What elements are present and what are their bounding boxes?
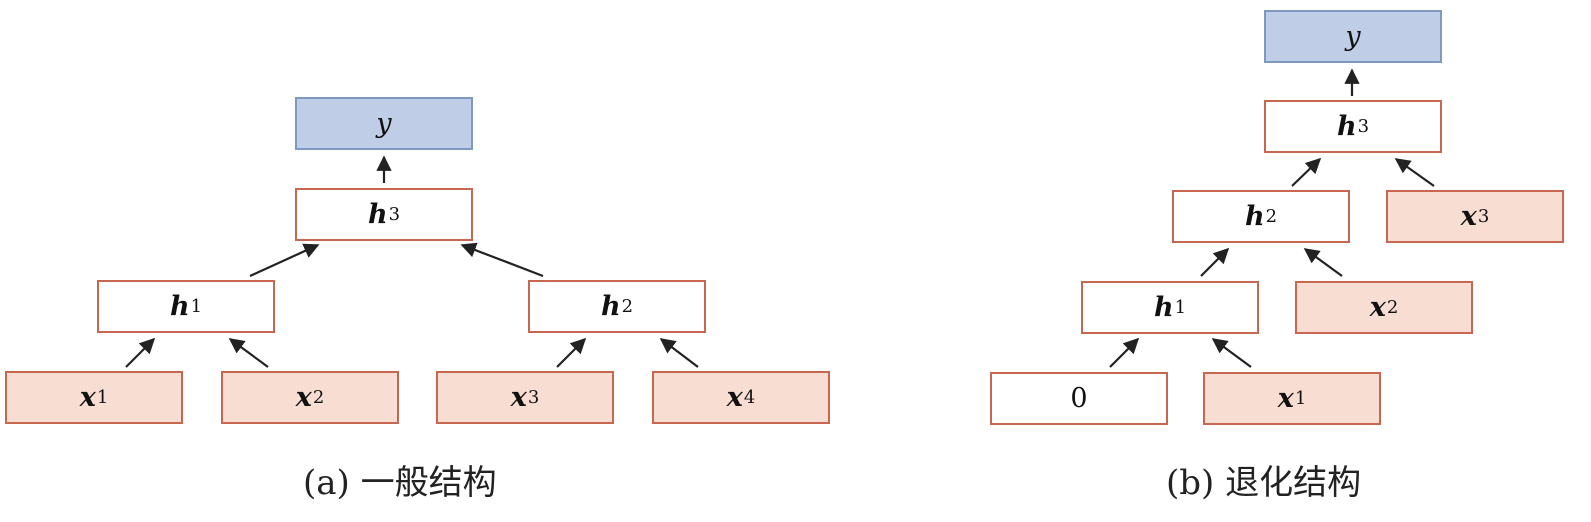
edge-x1-h1	[1211, 338, 1252, 368]
edge-x3-h3	[1394, 158, 1435, 187]
node-x1-subscript: 1	[96, 387, 109, 408]
node-zero-symbol: 0	[1070, 383, 1088, 414]
node-x3-symbol: x	[510, 382, 527, 413]
node-h1-symbol: h	[1153, 292, 1174, 323]
edge-h2-h3	[460, 242, 544, 278]
edge-h1-h2	[1200, 247, 1230, 277]
edge-x3-h2	[556, 337, 587, 368]
edge-x2-h2	[1303, 248, 1343, 277]
node-y-symbol: y	[376, 108, 392, 139]
edge-x2-h1	[228, 338, 269, 368]
node-h2-subscript: 2	[1265, 206, 1278, 227]
node-x2-subscript: 2	[312, 387, 325, 408]
node-x2-symbol: x	[1369, 292, 1386, 323]
node-y: y	[1264, 10, 1442, 63]
node-x1-symbol: x	[1277, 383, 1294, 414]
node-x2-subscript: 2	[1386, 297, 1399, 318]
node-h1-subscript: 1	[1174, 297, 1187, 318]
edge-zero-h1	[1109, 337, 1140, 368]
node-h3-subscript: 3	[1357, 116, 1370, 137]
node-x4-symbol: x	[726, 382, 743, 413]
node-h1-symbol: h	[169, 291, 190, 322]
node-h3-symbol: h	[1336, 111, 1357, 142]
node-zero: 0	[990, 372, 1168, 425]
edge-h1-h3	[249, 243, 320, 278]
node-x4-subscript: 4	[743, 387, 756, 408]
edge-h2-h3	[1291, 157, 1322, 187]
edge-x1-h1	[125, 337, 156, 368]
node-h2-subscript: 2	[621, 296, 634, 317]
node-x1-symbol: x	[79, 382, 96, 413]
caption-b: (b) 退化结构	[1166, 463, 1362, 503]
node-h2-symbol: h	[1244, 201, 1265, 232]
node-x3-subscript: 3	[1477, 206, 1490, 227]
node-h1-subscript: 1	[190, 296, 203, 317]
node-x2-symbol: x	[295, 382, 312, 413]
node-y: y	[295, 97, 473, 150]
node-h2-symbol: h	[600, 291, 621, 322]
node-x3-subscript: 3	[527, 387, 540, 408]
node-y-symbol: y	[1345, 21, 1361, 52]
node-x3-symbol: x	[1460, 201, 1477, 232]
panel-a-edges	[125, 155, 699, 368]
node-x1-subscript: 1	[1294, 388, 1307, 409]
panel-b-edges	[1109, 68, 1435, 368]
caption-a: (a) 一般结构	[303, 463, 497, 503]
node-h3-symbol: h	[367, 199, 388, 230]
edge-x4-h2	[659, 338, 699, 368]
node-h3-subscript: 3	[388, 204, 401, 225]
